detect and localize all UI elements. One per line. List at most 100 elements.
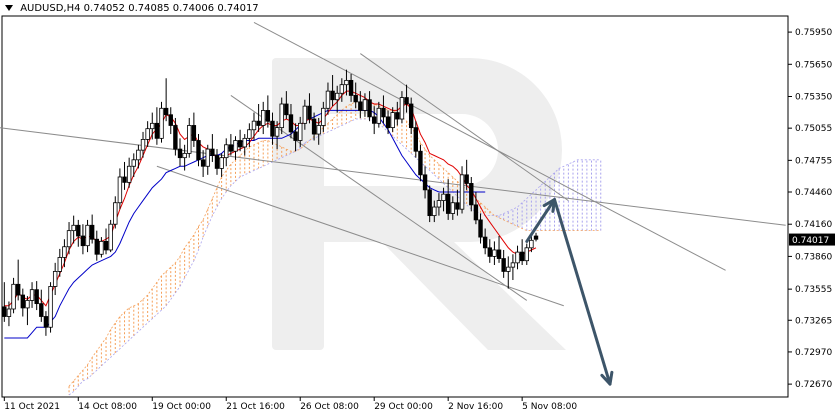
candle-bull [450, 202, 455, 214]
candle-bear [76, 224, 81, 237]
candle-bull [242, 137, 247, 148]
candle-bull [182, 152, 187, 159]
candle-bear [404, 97, 409, 105]
candle-bull [390, 112, 395, 129]
candle-bear [464, 174, 469, 184]
candle-bull [25, 300, 30, 309]
candle-bear [89, 224, 95, 240]
x-tick-label: 29 Oct 00:00 [374, 402, 433, 412]
candle-bear [191, 125, 197, 141]
candle-bear [80, 235, 86, 247]
x-tick-label: 21 Oct 16:00 [226, 402, 285, 412]
candle-bull [302, 105, 308, 124]
y-tick-label: 0.73265 [795, 316, 832, 326]
candle-bear [427, 189, 432, 217]
symbol-timeframe: AUDUSD,H4 [20, 3, 81, 14]
plot-frame [1, 15, 789, 398]
current-price-tag [789, 233, 835, 246]
candle-bear [228, 144, 234, 152]
candle-bear [200, 159, 206, 167]
ohlc-open: 0.74052 [83, 3, 126, 14]
trendline-upper-channel-b [253, 21, 726, 271]
x-tick-label: 26 Oct 08:00 [300, 402, 359, 412]
candle-bear [15, 283, 21, 296]
candle-bull [108, 223, 113, 251]
candle-bear [43, 316, 49, 328]
candle-bear [533, 235, 539, 240]
trendline-lower-channel-a [156, 165, 564, 307]
current-price-label: 0.74017 [792, 236, 829, 246]
candle-bear [2, 306, 7, 317]
candle-bull [71, 224, 76, 232]
candle-bull [99, 240, 104, 255]
candle-bull [274, 127, 280, 137]
candle-bear [408, 103, 414, 129]
x-tick-label: 2 Nov 16:00 [448, 402, 503, 412]
candle-bull [117, 176, 123, 204]
candle-bull [251, 120, 257, 131]
candles [2, 69, 539, 336]
candle-bull [131, 159, 136, 167]
x-tick-label: 11 Oct 2021 [4, 402, 60, 412]
y-tick-label: 0.75950 [795, 28, 832, 38]
candle-bull [52, 271, 58, 287]
candle-bull [6, 308, 12, 317]
candle-bull [441, 193, 446, 201]
ichimoku-cloud [68, 101, 602, 396]
candle-bear [330, 90, 335, 101]
candle-bear [196, 140, 201, 161]
y-tick-label: 0.75055 [795, 124, 832, 134]
candle-bull [515, 251, 520, 264]
candle-bear [501, 258, 506, 272]
x-tick-label: 19 Oct 00:00 [152, 402, 211, 412]
y-tick-label: 0.74160 [795, 220, 832, 230]
candle-bear [385, 116, 391, 129]
dropdown-triangle-icon[interactable] [5, 5, 13, 11]
candle-bear [413, 127, 419, 152]
candle-bull [325, 90, 331, 109]
candle-bear [237, 140, 243, 148]
y-tick-label: 0.74460 [795, 188, 832, 198]
candle-bear [445, 193, 451, 214]
candle-bear [311, 118, 317, 135]
candle-bear [284, 103, 289, 116]
candle-bear [487, 247, 492, 257]
candle-bear [353, 95, 358, 103]
candle-bull [432, 206, 437, 217]
candle-bull [224, 144, 229, 159]
senkou-span-b [68, 118, 601, 396]
candle-bull [126, 165, 132, 183]
candle-bull [145, 128, 150, 140]
candle-bear [418, 150, 423, 176]
candle-bull [261, 110, 266, 126]
candle-bear [39, 303, 44, 317]
candle-bear [478, 219, 483, 238]
candle-bull [529, 239, 534, 249]
candle-bear [422, 174, 428, 191]
candle-bear [348, 79, 354, 96]
candle-bear [358, 101, 363, 111]
candle-bull [11, 283, 16, 310]
x-tick-label: 5 Nov 08:00 [522, 402, 577, 412]
candle-bull [279, 103, 284, 129]
ohlc-close: 0.74017 [217, 3, 259, 14]
candle-bull [62, 246, 67, 258]
y-tick-label: 0.73555 [795, 285, 832, 295]
candle-bull [510, 262, 516, 268]
forecast-path [525, 198, 612, 386]
candle-bear [496, 249, 502, 259]
candle-bull [321, 107, 326, 126]
candle-bull [316, 125, 321, 135]
candle-bear [94, 238, 99, 255]
watermark-leg [382, 242, 566, 350]
candle-bear [122, 176, 127, 183]
candle-bull [219, 157, 224, 169]
candle-bear [163, 107, 169, 116]
candle-bear [168, 114, 173, 126]
candle-bull [459, 174, 465, 210]
candle-bear [307, 105, 312, 120]
forecast-arrows [525, 198, 614, 386]
candle-bear [177, 148, 183, 159]
